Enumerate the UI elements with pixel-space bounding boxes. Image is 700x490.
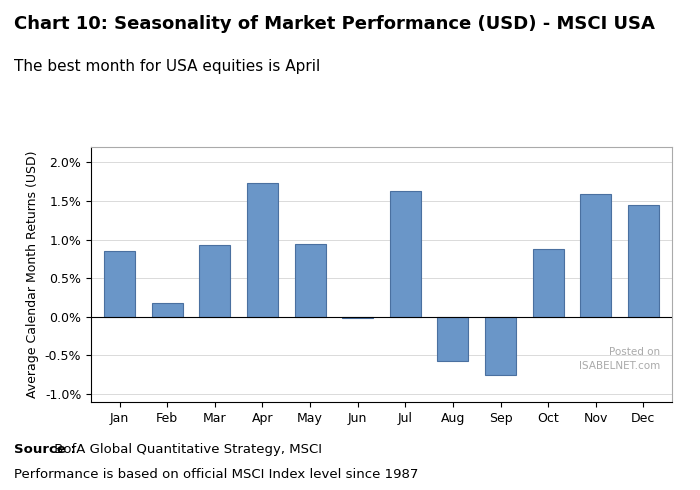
Text: Chart 10: Seasonality of Market Performance (USD) - MSCI USA: Chart 10: Seasonality of Market Performa… xyxy=(14,15,655,33)
Bar xyxy=(628,205,659,317)
Bar xyxy=(247,183,278,317)
Y-axis label: Average Calendar Month Returns (USD): Average Calendar Month Returns (USD) xyxy=(26,150,39,398)
Bar xyxy=(533,249,564,317)
Bar xyxy=(295,244,326,317)
Bar xyxy=(342,317,373,319)
Text: BofA Global Quantitative Strategy, MSCI: BofA Global Quantitative Strategy, MSCI xyxy=(50,443,323,457)
Bar xyxy=(152,303,183,317)
Bar xyxy=(580,194,611,317)
Text: Source :: Source : xyxy=(14,443,76,457)
Bar xyxy=(104,251,135,317)
Text: Posted on
ISABELNET.com: Posted on ISABELNET.com xyxy=(579,347,660,371)
Bar xyxy=(390,191,421,317)
Text: Performance is based on official MSCI Index level since 1987: Performance is based on official MSCI In… xyxy=(14,468,419,481)
Bar xyxy=(438,317,468,361)
Bar xyxy=(485,317,516,375)
Text: The best month for USA equities is April: The best month for USA equities is April xyxy=(14,59,321,74)
Bar xyxy=(199,245,230,317)
